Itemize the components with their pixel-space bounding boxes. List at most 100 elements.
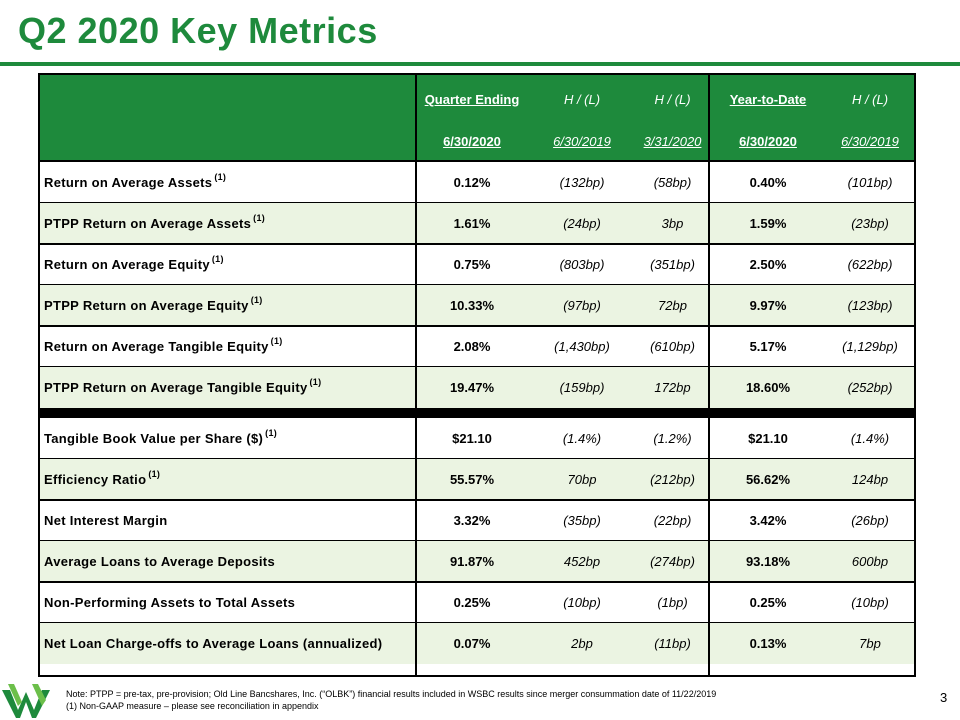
table-cell: (212bp): [650, 472, 695, 487]
row-label-text: Net Interest Margin: [44, 513, 168, 528]
header-date-3: 6/30/2019: [841, 134, 899, 149]
table-cell: (1.4%): [562, 431, 602, 446]
table-cell: 0.13%: [749, 636, 787, 651]
row-label-text: Average Loans to Average Deposits: [44, 554, 275, 569]
table-cell: 1.61%: [453, 216, 491, 231]
row-label-text: Return on Average Tangible Equity: [44, 339, 269, 354]
page-title: Q2 2020 Key Metrics: [18, 10, 378, 51]
table-cell: (10bp): [851, 595, 889, 610]
row-label: PTPP Return on Average Tangible Equity (1…: [44, 367, 321, 408]
header-divider: [40, 160, 914, 162]
table-cell: 0.40%: [749, 175, 787, 190]
row-footnote-marker: (1): [211, 254, 224, 264]
row-divider: [40, 243, 914, 245]
table-cell: 600bp: [851, 554, 889, 569]
table-cell: 91.87%: [449, 554, 495, 569]
row-label: Non-Performing Assets to Total Assets: [44, 582, 295, 623]
table-cell: 10.33%: [449, 298, 495, 313]
table-cell: (23bp): [851, 216, 889, 231]
table-cell: 3.32%: [453, 513, 491, 528]
table-cell: 0.25%: [453, 595, 491, 610]
table-row: Return on Average Equity (1) 0.75% (803bp) (…: [40, 244, 914, 285]
table-cell: 9.97%: [749, 298, 787, 313]
table-row: Return on Average Assets (1) 0.12% (132bp) (…: [40, 162, 914, 203]
row-label: Tangible Book Value per Share ($) (1): [44, 418, 277, 459]
table-cell: (1.4%): [850, 431, 890, 446]
table-cell: $21.10: [748, 431, 788, 446]
footnote-line-1: Note: PTPP = pre-tax, pre-provision; Old…: [66, 689, 717, 699]
table-row: Tangible Book Value per Share ($) (1) $21.…: [40, 418, 914, 459]
table-cell: (26bp): [851, 513, 889, 528]
table-cell: (1,129bp): [842, 339, 898, 354]
table-cell: (610bp): [650, 339, 695, 354]
row-label: Return on Average Equity (1): [44, 244, 224, 285]
table-cell: (622bp): [847, 257, 893, 272]
row-footnote-marker: (1): [265, 428, 278, 438]
table-cell: 452bp: [563, 554, 601, 569]
table-cell: $21.10: [452, 431, 492, 446]
table-cell: (351bp): [650, 257, 695, 272]
table-row: Average Loans to Average Deposits 91.87% 4…: [40, 541, 914, 582]
table-cell: (10bp): [563, 595, 601, 610]
section-separator: [40, 408, 914, 418]
table-cell: (1,430bp): [554, 339, 610, 354]
header-date-2: 3/31/2020: [643, 134, 702, 149]
table-cell: (97bp): [563, 298, 601, 313]
table-cell: 93.18%: [745, 554, 791, 569]
column-divider-ytd: [708, 75, 710, 675]
footnote-line-2: (1) Non-GAAP measure – please see reconc…: [66, 701, 319, 711]
row-divider: [40, 499, 914, 501]
row-footnote-marker: (1): [250, 295, 263, 305]
header-year-to-date: Year-to-Date: [729, 92, 807, 107]
table-cell: (1bp): [657, 595, 688, 610]
wesbanco-logo-icon: [2, 684, 50, 718]
header-quarter-ending: Quarter Ending: [424, 92, 520, 107]
table-cell: 3.42%: [749, 513, 787, 528]
row-footnote-marker: (1): [214, 172, 227, 182]
row-divider: [40, 581, 914, 583]
row-label: Return on Average Assets (1): [44, 162, 226, 203]
row-divider: [40, 325, 914, 327]
table-cell: (11bp): [654, 636, 691, 651]
table-cell: (24bp): [563, 216, 601, 231]
row-label-text: Net Loan Charge-offs to Average Loans (a…: [44, 636, 383, 651]
table-cell: (58bp): [653, 175, 692, 190]
table-row: PTPP Return on Average Assets (1) 1.61% (24…: [40, 203, 914, 244]
table-cell: 2.50%: [749, 257, 787, 272]
header-hl-1: H / (L): [563, 92, 601, 107]
table-cell: (159bp): [559, 380, 605, 395]
header-date-ytd: 6/30/2020: [739, 134, 797, 149]
table-row: Efficiency Ratio (1) 55.57% 70bp (212bp) 56.6…: [40, 459, 914, 500]
header-cells: [417, 75, 914, 160]
table-cell: (1.2%): [653, 431, 692, 446]
table-row: Non-Performing Assets to Total Assets 0.2…: [40, 582, 914, 623]
table-cell: (101bp): [847, 175, 893, 190]
table-cell: 18.60%: [745, 380, 791, 395]
header-date-q: 6/30/2020: [443, 134, 501, 149]
row-label-text: PTPP Return on Average Assets: [44, 216, 252, 231]
table-cell: 0.12%: [453, 175, 491, 190]
row-label-text: Efficiency Ratio: [44, 472, 147, 487]
row-label: Efficiency Ratio (1): [44, 459, 160, 500]
table-cell: 19.47%: [449, 380, 495, 395]
table-cell: 0.75%: [453, 257, 491, 272]
key-metrics-table: Quarter Ending H / (L) H / (L) Year-to-D…: [38, 73, 916, 677]
header-hl-3: H / (L): [851, 92, 889, 107]
header-hl-2: H / (L): [654, 92, 691, 107]
table-cell: 7bp: [859, 636, 881, 651]
table-cell: 172bp: [654, 380, 691, 395]
table-row: Net Interest Margin 3.32% (35bp) (22bp) 3.42…: [40, 500, 914, 541]
row-label: PTPP Return on Average Assets (1): [44, 203, 265, 244]
table-cell: 72bp: [658, 298, 687, 313]
table-cell: (22bp): [653, 513, 692, 528]
table-cell: 0.25%: [749, 595, 787, 610]
row-label: Net Loan Charge-offs to Average Loans (a…: [44, 623, 382, 664]
row-label-text: Non-Performing Assets to Total Assets: [44, 595, 296, 610]
row-label-text: Return on Average Assets: [44, 175, 213, 190]
row-footnote-marker: (1): [148, 469, 161, 479]
table-cell: 70bp: [567, 472, 597, 487]
table-cell: (123bp): [847, 298, 893, 313]
row-label: Average Loans to Average Deposits: [44, 541, 275, 582]
row-label: Return on Average Tangible Equity (1): [44, 326, 283, 367]
row-label-text: PTPP Return on Average Equity: [44, 298, 249, 313]
